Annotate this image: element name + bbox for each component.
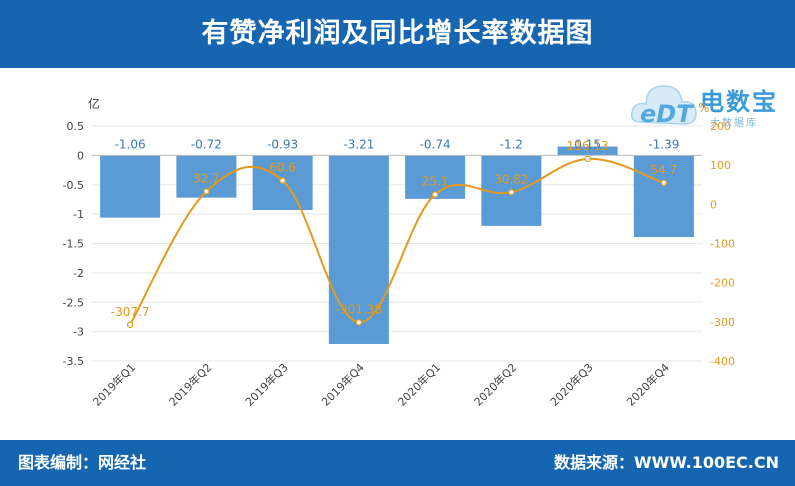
bar-value-label: -0.72 [191, 137, 222, 151]
footer-banner: 图表编制：网经社 数据来源：WWW.100EC.CN [0, 440, 795, 486]
bar-value-label: -0.93 [267, 137, 298, 151]
line-series [126, 155, 668, 329]
x-tick-label: 2019年Q3 [242, 360, 291, 409]
chart-title: 有赞净利润及同比增长率数据图 [201, 18, 594, 49]
line-point [203, 188, 210, 195]
y-right-tick-label: 100 [710, 159, 731, 172]
bar-value-label: 0.15 [574, 137, 601, 151]
y-left-tick-label: -2.5 [63, 296, 84, 309]
y-right-tick-label: 0 [710, 198, 717, 211]
x-tick-label: 2019年Q2 [166, 360, 215, 409]
x-tick-label: 2020年Q4 [623, 360, 672, 409]
logo-edt-text: eDT [640, 100, 693, 128]
line-point [355, 319, 363, 326]
y-left-tick-label: -2 [73, 267, 84, 280]
x-tick-label: 2020年Q1 [395, 360, 444, 409]
bar-series [100, 146, 694, 344]
y-right-tick-label: -100 [710, 238, 735, 251]
bar-value-label: -1.06 [115, 137, 146, 151]
data-labels: -1.06 -0.72 -0.93 -3.21 -0.74 -1.2 0.15 -1.39 -3… [111, 137, 680, 318]
line-value-label: 60.6 [269, 161, 296, 175]
line-point [431, 191, 439, 198]
line-value-label: 25.1 [422, 175, 449, 189]
line-value-label: 32.7 [193, 172, 220, 186]
y-right-tick-label: -300 [710, 316, 735, 329]
bar [557, 146, 618, 156]
bar [633, 155, 694, 238]
line-point [279, 177, 286, 184]
axes: 0.5 0 -0.5 -1 -1.5 -2 -2.5 -3 -3.5 200 100 0 -100 -20… [63, 96, 735, 409]
logo-brand-text: 电数宝 [700, 88, 778, 116]
line-point [508, 189, 515, 196]
y-right-unit: % [698, 101, 709, 115]
line-value-label: 116.13 [567, 139, 609, 153]
y-left-tick-label: -1.5 [63, 238, 84, 251]
y-right-tick-label: -400 [710, 355, 735, 368]
line-value-label: -301.38 [336, 302, 382, 316]
y-left-tick-label: -0.5 [63, 179, 84, 192]
title-banner: 有赞净利润及同比增长率数据图 [0, 0, 795, 68]
x-tick-label: 2019年Q4 [318, 360, 367, 409]
line-point [584, 155, 591, 163]
y-left-tick-label: -3 [73, 326, 84, 339]
y-left-unit: 亿 [88, 96, 100, 111]
y-left-tick-label: 0.5 [67, 120, 85, 133]
x-tick-label: 2020年Q3 [547, 360, 596, 409]
line-value-label: 30.82 [494, 172, 528, 186]
line-value-label: 54.7 [651, 163, 678, 177]
line-point [126, 321, 134, 329]
bar-value-label: -0.74 [420, 137, 451, 151]
bar-value-label: -1.2 [500, 137, 523, 151]
footer-source-right: 数据来源：WWW.100EC.CN [553, 453, 779, 472]
cloud-icon [630, 85, 697, 125]
y-right-tick-label: 200 [710, 120, 731, 133]
x-tick-label: 2019年Q1 [90, 360, 139, 409]
bar [100, 155, 161, 218]
footer-source-left: 图表编制：网经社 [18, 453, 147, 472]
chart-area: 0.5 0 -0.5 -1 -1.5 -2 -2.5 -3 -3.5 200 100 0 -100 -20… [63, 96, 735, 409]
logo-sub-text: 大数据库 [710, 118, 758, 129]
y-left-tick-label: -1 [73, 208, 84, 221]
bar-value-label: -1.39 [648, 137, 679, 151]
bar [328, 155, 389, 344]
line-point [660, 179, 668, 187]
edt-logo: eDT 电数宝 大数据库 [630, 72, 790, 134]
y-left-tick-label: 0 [77, 149, 84, 162]
bar-value-label: -3.21 [343, 137, 374, 151]
y-left-tick-label: -3.5 [63, 355, 84, 368]
x-tick-label: 2020年Q2 [471, 360, 520, 409]
y-right-tick-label: -200 [710, 277, 735, 290]
line-value-label: -307.7 [111, 305, 150, 319]
